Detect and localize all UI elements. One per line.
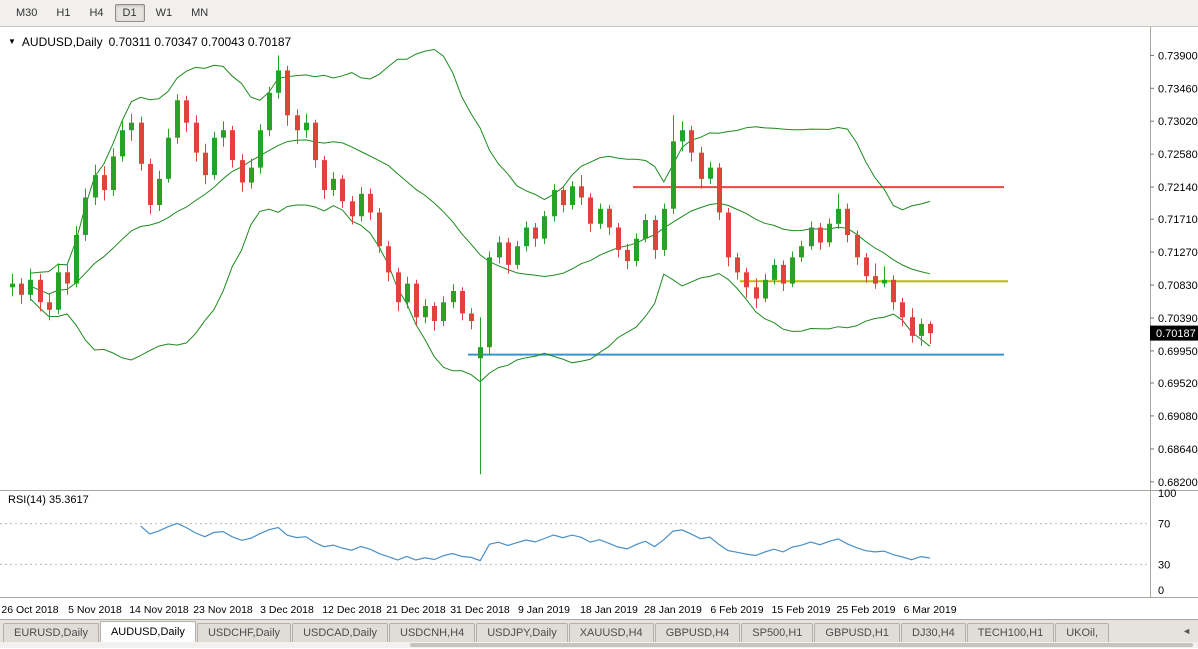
- date-label: 28 Jan 2019: [644, 604, 702, 616]
- date-label: 5 Nov 2018: [68, 604, 122, 616]
- timeframe-button-h1[interactable]: H1: [56, 7, 71, 19]
- chart-tabs-bar: EURUSD,Daily AUDUSD,Daily USDCHF,Daily USDC…: [0, 619, 1198, 642]
- time-axis[interactable]: 26 Oct 2018 5 Nov 2018 14 Nov 2018 23 Nov 2…: [1, 604, 956, 616]
- price-tick-label: 0.69080: [1158, 411, 1198, 423]
- price-tick-label: 0.71270: [1158, 247, 1198, 259]
- timeframe-button-mn[interactable]: MN: [191, 7, 209, 19]
- price-tick-label: 0.73020: [1158, 116, 1198, 128]
- svg-text:0.70187: 0.70187: [1156, 328, 1196, 340]
- date-label: 6 Feb 2019: [710, 604, 763, 616]
- chart-tab-dj30-h4[interactable]: DJ30,H4: [901, 623, 966, 642]
- timeframe-button-w1[interactable]: W1: [155, 7, 173, 19]
- chart-tab-usdcnh-h4[interactable]: USDCNH,H4: [389, 623, 476, 642]
- price-tick-label: 0.73900: [1158, 50, 1198, 62]
- chart-tab-sp500-h1[interactable]: SP500,H1: [741, 623, 814, 642]
- timeframe-toolbar: M30 H1 H4 D1 W1 MN: [0, 0, 1198, 27]
- chart-tab-gbpusd-h4[interactable]: GBPUSD,H4: [654, 623, 741, 642]
- chart-tab-audusd-daily[interactable]: AUDUSD,Daily: [99, 621, 196, 642]
- date-label: 9 Jan 2019: [518, 604, 570, 616]
- tab-scroll-left-icon[interactable]: ◄: [1182, 626, 1191, 636]
- price-tick-label: 0.72580: [1158, 149, 1198, 161]
- date-label: 25 Feb 2019: [837, 604, 896, 616]
- chart-canvas[interactable]: 0.73900 0.73460 0.73020 0.72580 0.72140 0.717…: [0, 27, 1198, 619]
- bollinger-upper-band: [30, 48, 931, 274]
- date-label: 31 Dec 2018: [450, 604, 510, 616]
- chart-tab-xauusd-h4[interactable]: XAUUSD,H4: [568, 623, 654, 642]
- price-tick-label: 0.72140: [1158, 182, 1198, 194]
- date-label: 21 Dec 2018: [386, 604, 446, 616]
- chart-tab-ukoil[interactable]: UKOil,: [1055, 623, 1109, 642]
- rsi-tick-label: 70: [1158, 519, 1170, 531]
- rsi-line: [140, 522, 931, 562]
- price-tick-label: 0.68640: [1158, 444, 1198, 456]
- bollinger-middle-band: [30, 139, 931, 295]
- date-label: 14 Nov 2018: [129, 604, 189, 616]
- current-price-badge: 0.70187: [1150, 325, 1198, 341]
- price-tick-label: 0.68200: [1158, 477, 1198, 489]
- price-tick-label: 0.69950: [1158, 346, 1198, 358]
- candles-layer: [10, 55, 933, 475]
- timeframe-button-h4[interactable]: H4: [89, 7, 104, 19]
- chart-tab-eurusd-daily[interactable]: EURUSD,Daily: [3, 623, 99, 642]
- price-axis[interactable]: 0.73900 0.73460 0.73020 0.72580 0.72140 0.717…: [1150, 50, 1198, 489]
- date-label: 18 Jan 2019: [580, 604, 638, 616]
- chart-tab-usdjpy-daily[interactable]: USDJPY,Daily: [476, 623, 568, 642]
- chart-tab-gbpusd-h1[interactable]: GBPUSD,H1: [814, 623, 900, 642]
- price-tick-label: 0.69520: [1158, 378, 1198, 390]
- rsi-tick-label: 30: [1158, 559, 1170, 571]
- date-label: 26 Oct 2018: [1, 604, 58, 616]
- date-label: 12 Dec 2018: [322, 604, 382, 616]
- chart-tab-usdchf-daily[interactable]: USDCHF,Daily: [196, 623, 292, 642]
- chart-tab-tech100-h1[interactable]: TECH100,H1: [966, 623, 1055, 642]
- timeframe-button-m30[interactable]: M30: [16, 7, 38, 19]
- price-tick-label: 0.70830: [1158, 280, 1198, 292]
- rsi-tick-label: 0: [1158, 585, 1164, 597]
- chart-area[interactable]: 0.73900 0.73460 0.73020 0.72580 0.72140 0.717…: [0, 27, 1198, 619]
- date-label: 3 Dec 2018: [260, 604, 314, 616]
- price-tick-label: 0.71710: [1158, 214, 1198, 226]
- horizontal-scrollbar[interactable]: [0, 642, 1198, 648]
- timeframe-button-d1[interactable]: D1: [114, 4, 145, 22]
- rsi-tick-label: 100: [1158, 488, 1176, 500]
- scrollbar-thumb[interactable]: [410, 643, 1193, 647]
- date-label: 23 Nov 2018: [193, 604, 253, 616]
- price-tick-label: 0.73460: [1158, 83, 1198, 95]
- price-tick-label: 0.70390: [1158, 313, 1198, 325]
- chart-tab-usdcad-daily[interactable]: USDCAD,Daily: [292, 623, 389, 642]
- date-label: 15 Feb 2019: [772, 604, 831, 616]
- date-label: 6 Mar 2019: [903, 604, 956, 616]
